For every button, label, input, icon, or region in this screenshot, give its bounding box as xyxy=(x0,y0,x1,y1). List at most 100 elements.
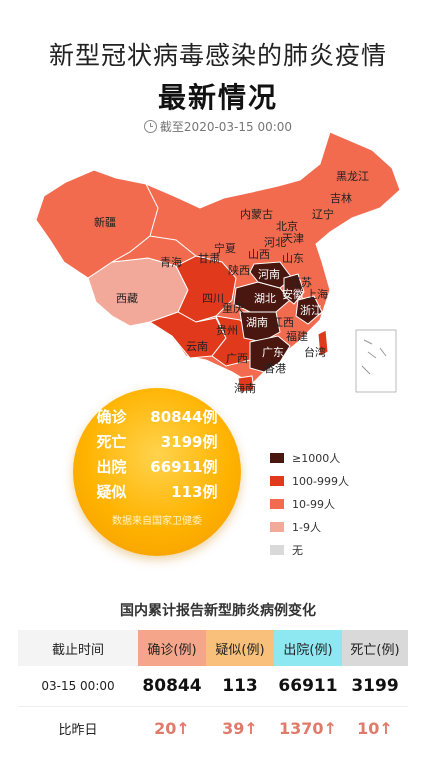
stats-table: 截止时间 确诊(例) 疑似(例) 出院(例) 死亡(例) 03-15 00:00… xyxy=(18,630,408,749)
current-cured: 66911 xyxy=(274,666,342,707)
province-label: 湖北 xyxy=(254,292,276,305)
province-label: 四川 xyxy=(202,292,224,305)
province-label: 贵州 xyxy=(216,324,238,337)
province-label: 西藏 xyxy=(116,292,138,305)
page-title: 新型冠状病毒感染的肺炎疫情 xyxy=(48,41,387,70)
diff-label: 比昨日 xyxy=(58,722,98,738)
province-label: 新疆 xyxy=(94,215,116,229)
province-label: 广西 xyxy=(226,352,248,365)
diff-confirmed: 20↑ xyxy=(154,718,190,738)
region-taiwan[interactable] xyxy=(317,329,329,357)
province-label: 重庆 xyxy=(222,301,244,315)
dead-value: 3199 xyxy=(160,433,203,451)
confirmed-label: 确诊 xyxy=(96,408,127,426)
province-label: 黑龙江 xyxy=(336,170,369,183)
suspected-label: 疑似 xyxy=(96,483,127,501)
province-label: 云南 xyxy=(186,340,208,353)
current-suspected: 113 xyxy=(206,666,274,707)
province-label: 辽宁 xyxy=(312,207,334,221)
province-label: 青海 xyxy=(160,255,182,269)
region-xinjiang[interactable] xyxy=(35,169,159,279)
timestamp-text: 截至2020-03-15 00:00 xyxy=(159,120,293,134)
province-label: 宁夏 xyxy=(214,241,236,255)
province-label: 江西 xyxy=(272,316,294,329)
confirmed-unit: 例 xyxy=(202,408,218,426)
cured-value: 66911 xyxy=(150,458,203,476)
data-source: 数据来自国家卫健委 xyxy=(112,516,202,527)
legend-swatch xyxy=(270,544,284,555)
legend-item: 10-99人 xyxy=(270,492,349,515)
legend-swatch xyxy=(270,521,284,532)
legend-label: 10-99人 xyxy=(292,497,335,511)
province-label: 山东 xyxy=(282,252,304,265)
clock-icon xyxy=(143,120,157,133)
region-anhui[interactable] xyxy=(283,273,305,305)
table-title: 国内累计报告新型肺炎病例变化 xyxy=(120,603,316,619)
province-label: 江苏 xyxy=(290,276,312,289)
legend-item: 1-9人 xyxy=(270,515,349,538)
province-label: 浙江 xyxy=(300,304,322,317)
cured-unit: 例 xyxy=(202,458,218,476)
legend-item: 100-999人 xyxy=(270,469,349,492)
page-subtitle: 最新情况 xyxy=(157,81,278,114)
dead-unit: 例 xyxy=(202,433,218,451)
header-cured: 出院(例) xyxy=(274,630,342,666)
province-label: 台湾 xyxy=(304,345,326,359)
province-label: 吉林 xyxy=(330,191,352,205)
suspected-stat: 疑似 113例 xyxy=(73,481,241,503)
province-label: 河北 xyxy=(264,236,286,249)
province-label: 陕西 xyxy=(228,263,250,277)
province-label: 山西 xyxy=(248,248,270,261)
province-label: 安徽 xyxy=(282,287,304,301)
legend-label: 1-9人 xyxy=(292,520,321,534)
current-time: 03-15 00:00 xyxy=(18,666,138,707)
legend-swatch xyxy=(270,498,284,509)
legend-item: 无 xyxy=(270,538,349,561)
suspected-unit: 例 xyxy=(202,483,218,501)
region-hainan[interactable] xyxy=(237,375,255,393)
diff-cured: 1370↑ xyxy=(279,718,337,738)
summary-circle: 确诊 80844例 死亡 3199例 出院 66911例 疑似 113例 数据来自国家卫… xyxy=(73,388,241,556)
province-label: 湖南 xyxy=(246,316,268,329)
region-sichuan[interactable] xyxy=(175,255,237,323)
legend-swatch xyxy=(270,475,284,486)
legend-swatch xyxy=(270,452,284,463)
province-label: 上海 xyxy=(306,287,328,301)
confirmed-value: 80844 xyxy=(150,408,203,426)
dead-stat: 死亡 3199例 xyxy=(73,431,241,453)
south-sea-islands xyxy=(361,339,387,375)
table-row: 03-15 00:00 80844 113 66911 3199 xyxy=(18,666,408,707)
province-label: 海南 xyxy=(234,381,256,395)
current-confirmed: 80844 xyxy=(138,666,206,707)
confirmed-stat: 确诊 80844例 xyxy=(73,406,241,428)
cured-stat: 出院 66911例 xyxy=(73,456,241,478)
province-label: 北京 xyxy=(276,219,298,233)
map-legend: ≥1000人 100-999人 10-99人 1-9人 无 xyxy=(270,446,349,561)
south-sea-inset xyxy=(355,329,397,393)
region-zhejiang[interactable] xyxy=(295,295,323,325)
current-dead: 3199 xyxy=(342,666,408,707)
province-label: 天津 xyxy=(282,232,304,245)
header-dead: 死亡(例) xyxy=(342,630,408,666)
province-label: 河南 xyxy=(258,268,280,281)
table-row: 比昨日 20↑ 39↑ 1370↑ 10↑ xyxy=(18,707,408,750)
diff-suspected: 39↑ xyxy=(222,718,258,738)
header-confirmed: 确诊(例) xyxy=(138,630,206,666)
province-label: 福建 xyxy=(286,329,308,343)
header-time: 截止时间 xyxy=(18,630,138,666)
legend-label: ≥1000人 xyxy=(292,451,341,465)
suspected-value: 113 xyxy=(171,483,203,501)
header-suspected: 疑似(例) xyxy=(206,630,274,666)
legend-label: 无 xyxy=(292,543,303,557)
cured-label: 出院 xyxy=(96,458,127,476)
province-label: 香港 xyxy=(264,362,286,375)
province-label: 内蒙古 xyxy=(240,207,273,221)
update-timestamp: 截至2020-03-15 00:00 xyxy=(0,118,436,135)
dead-label: 死亡 xyxy=(96,433,127,451)
region-guangdong[interactable] xyxy=(249,335,291,373)
legend-item: ≥1000人 xyxy=(270,446,349,469)
china-map[interactable]: 黑龙江 吉林 辽宁 内蒙古 北京 天津 河北 新疆 青海 甘肃 宁夏 山西 山东… xyxy=(0,125,436,415)
province-label: 广东 xyxy=(262,346,284,359)
region-henan[interactable] xyxy=(249,261,293,289)
diff-dead: 10↑ xyxy=(357,718,393,738)
